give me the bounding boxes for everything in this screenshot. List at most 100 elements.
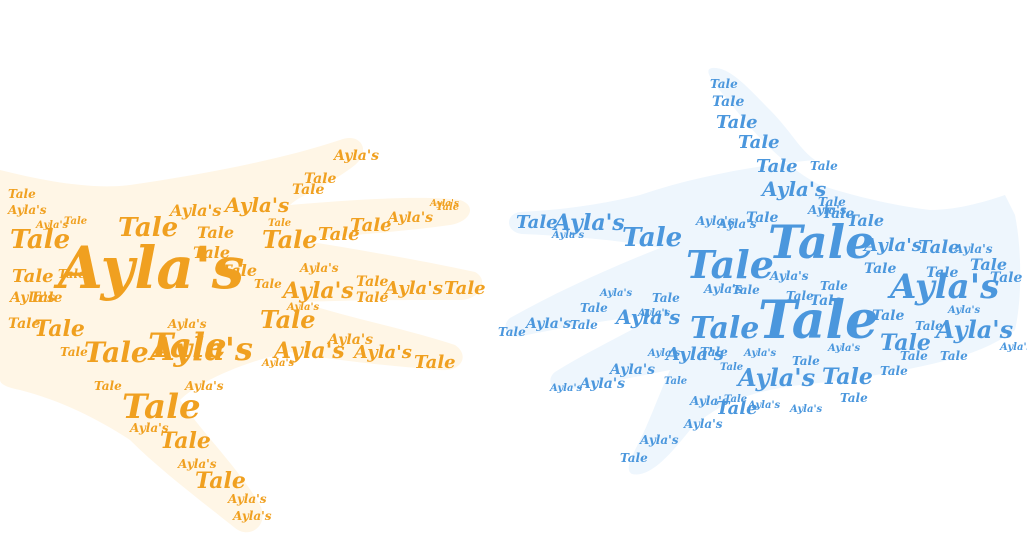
- word-cloud-term: Tale: [262, 225, 318, 254]
- word-cloud-term: Tale: [700, 345, 728, 359]
- word-cloud-term: Ayla's: [383, 278, 443, 299]
- word-cloud-term: Ayla's: [352, 342, 412, 363]
- word-cloud-term: Tale: [34, 316, 85, 342]
- word-cloud-term: Tale: [516, 212, 558, 233]
- word-cloud-term: Ayla's: [223, 193, 289, 217]
- word-cloud-term: Ayla's: [887, 267, 999, 307]
- word-cloud-term: Ayla's: [862, 235, 922, 256]
- word-cloud-term: Ayla's: [8, 290, 55, 306]
- word-cloud-term: Tale: [12, 266, 54, 287]
- word-cloud-term: Tale: [122, 387, 201, 427]
- word-cloud-term: Ayla's: [683, 417, 723, 431]
- word-cloud-term: Tale: [786, 289, 814, 303]
- word-cloud-term: Ayla's: [999, 342, 1027, 353]
- word-cloud-term: Tale: [990, 270, 1022, 286]
- word-cloud-term: Tale: [818, 195, 846, 209]
- word-cloud-term: Tale: [716, 398, 758, 419]
- word-cloud-term: Ayla's: [168, 201, 221, 220]
- word-cloud-term: Ayla's: [177, 457, 217, 471]
- word-cloud-term: Ayla's: [429, 199, 459, 209]
- word-cloud-term: Tale: [880, 364, 908, 378]
- word-cloud-term: Ayla's: [386, 210, 433, 226]
- word-cloud-term: Tale: [664, 376, 687, 387]
- word-cloud-term: Ayla's: [332, 148, 379, 164]
- word-cloud-term: Ayla's: [953, 242, 993, 256]
- word-cloud-term: Ayla's: [689, 394, 729, 408]
- word-cloud-term: Tale: [292, 182, 324, 198]
- word-cloud-term: Tale: [30, 290, 62, 306]
- word-cloud-term: Tale: [822, 206, 854, 222]
- word-cloud-term: Ayla's: [184, 379, 224, 393]
- word-cloud-term: Tale: [880, 330, 931, 356]
- word-cloud-term: Ayla's: [286, 302, 320, 313]
- word-cloud-term: Tale: [756, 156, 798, 177]
- word-cloud-term: Tale: [8, 316, 40, 332]
- word-cloud-term: Tale: [318, 224, 360, 245]
- word-cloud-term: Ayla's: [549, 383, 583, 394]
- word-cloud-term: Tale: [436, 202, 459, 213]
- word-cloud-term: Tale: [444, 278, 486, 299]
- word-cloud-term: Tale: [58, 267, 86, 281]
- word-cloud-term: Tale: [732, 283, 760, 297]
- word-cloud-term: Tale: [864, 261, 896, 277]
- word-cloud-term: Ayla's: [769, 269, 809, 283]
- word-cloud-term: Tale: [304, 171, 336, 187]
- word-cloud-term: Tale: [652, 291, 680, 305]
- word-cloud-term: Tale: [900, 349, 928, 363]
- word-cloud-term: Ayla's: [743, 348, 777, 359]
- word-cloud-term: Tale: [712, 94, 744, 110]
- word-cloud-term: Ayla's: [760, 177, 826, 201]
- word-cloud-term: Tale: [847, 211, 884, 230]
- word-cloud-term: Ayla's: [227, 492, 267, 506]
- word-cloud-term: Tale: [64, 216, 87, 227]
- word-cloud-term: Tale: [724, 394, 747, 405]
- word-cloud-term: Tale: [720, 362, 743, 373]
- word-cloud-term: Tale: [118, 213, 178, 243]
- word-cloud-term: Tale: [758, 290, 878, 351]
- word-cloud-term: Tale: [195, 468, 246, 494]
- word-cloud-term: Tale: [970, 255, 1007, 274]
- word-cloud-term: Ayla's: [827, 343, 861, 354]
- word-cloud-term: Tale: [60, 345, 88, 359]
- word-cloud-term: Ayla's: [747, 400, 781, 411]
- word-cloud-term: Tale: [84, 336, 149, 369]
- word-cloud-term: Tale: [580, 301, 608, 315]
- word-cloud-term: Tale: [197, 223, 234, 242]
- word-cloud-term: Ayla's: [736, 363, 816, 392]
- word-cloud-term: Ayla's: [637, 308, 671, 319]
- word-cloud-term: Tale: [10, 225, 70, 255]
- word-cloud-term: Ayla's: [35, 220, 69, 231]
- word-cloud-term: Ayla's: [703, 282, 743, 296]
- word-cloud-term: Tale: [160, 428, 211, 454]
- word-cloud-term: Tale: [570, 318, 598, 332]
- word-cloud-term: Tale: [356, 274, 388, 290]
- word-cloud-term: Ayla's: [578, 376, 625, 392]
- word-cloud-term: Tale: [810, 293, 842, 309]
- word-cloud-term: Tale: [746, 210, 778, 226]
- word-cloud-term: Ayla's: [647, 348, 681, 359]
- blue-hand-shape: [505, 67, 1021, 475]
- word-cloud-term: Ayla's: [614, 305, 680, 329]
- word-cloud-term: Tale: [268, 218, 291, 229]
- word-cloud-term: Ayla's: [167, 317, 207, 331]
- word-cloud-term: Tale: [193, 243, 230, 262]
- word-cloud-term: Ayla's: [599, 288, 633, 299]
- word-cloud-term: Ayla's: [7, 203, 47, 217]
- word-cloud-term: Tale: [940, 349, 968, 363]
- word-cloud-term: Ayla's: [147, 330, 253, 368]
- word-cloud-term: Ayla's: [272, 338, 345, 364]
- word-cloud-term: Tale: [414, 352, 456, 373]
- word-cloud-term: Tale: [918, 237, 960, 258]
- word-cloud-term: Ayla's: [807, 203, 847, 217]
- word-cloud-term: Tale: [915, 319, 943, 333]
- word-cloud-term: Tale: [710, 77, 738, 91]
- word-cloud-term: Tale: [768, 215, 874, 269]
- word-cloud-term: Tale: [220, 261, 257, 280]
- word-cloud-term: Ayla's: [299, 261, 339, 275]
- word-cloud-term: Ayla's: [717, 217, 757, 231]
- word-cloud-term: Tale: [820, 279, 848, 293]
- word-cloud-term: Ayla's: [524, 316, 571, 332]
